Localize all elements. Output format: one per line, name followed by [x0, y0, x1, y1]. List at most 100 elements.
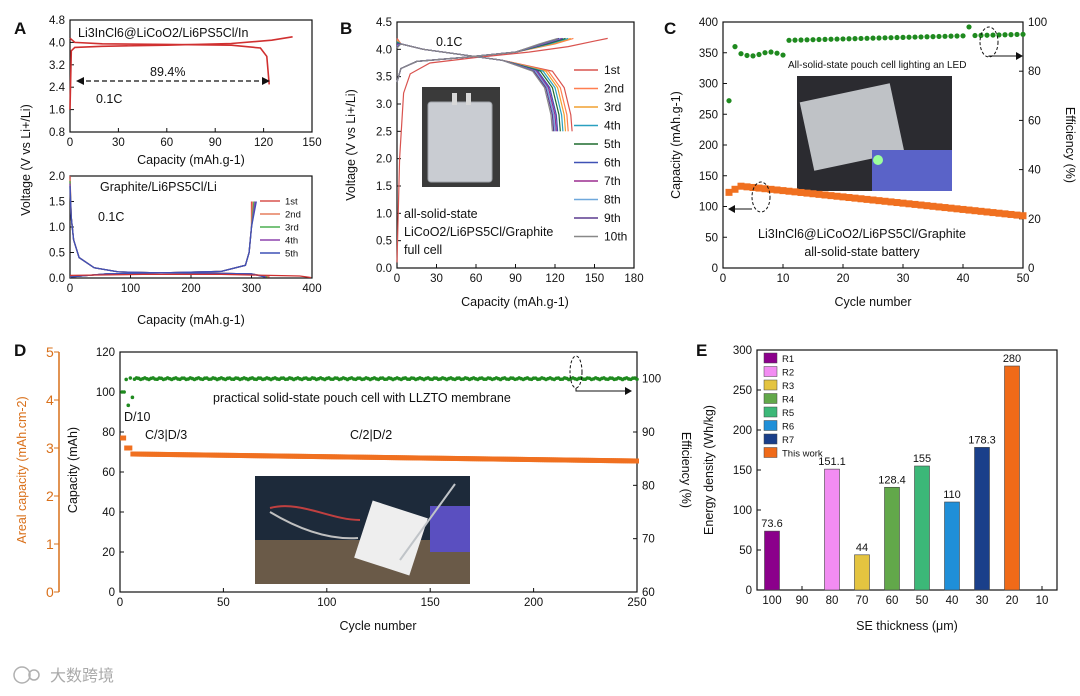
axis-ticks-a1: 0 30 60 90 120 150 0.8 1.6 2.4 3.2 4.0 4.8	[49, 15, 322, 149]
charge-curve-1st	[396, 37, 608, 263]
capacity-point	[737, 182, 745, 190]
capacity-point	[182, 452, 187, 458]
capacity-point	[304, 453, 309, 459]
capacity-point	[192, 452, 197, 458]
capacity-point	[256, 453, 261, 459]
y3-axis-label-d: Areal capacity (mAh.cm-2)	[15, 396, 29, 543]
glove	[430, 506, 470, 552]
legend-label: 4th	[604, 119, 621, 133]
x-tick-label: 200	[524, 597, 543, 609]
y-tick-label: 20	[102, 547, 115, 559]
capacity-point	[911, 200, 919, 208]
arrow-head-d-right	[625, 387, 632, 395]
capacity-point	[496, 456, 501, 462]
efficiency-point	[990, 32, 996, 38]
x-tick-label: 20	[837, 273, 850, 285]
capacity-point	[815, 190, 823, 198]
panel-d: D 0 50 100 150 200 25002040608010012060708090…	[14, 341, 693, 633]
capacity-point	[917, 201, 925, 209]
capacity-point	[833, 192, 841, 200]
y-axis-label-a: Voltage (V vs Li+/Li)	[19, 104, 33, 216]
y2-tick-label: 20	[1028, 214, 1041, 226]
capacity-point	[523, 456, 528, 462]
panel-b: B 0 30 60 90 120 150 180 0.0 0.5 1.0 1.5 2.0 2.5 3.0 3…	[340, 17, 644, 309]
capacity-point	[575, 457, 580, 463]
capacity-point	[432, 455, 437, 461]
capacity-point	[246, 453, 251, 459]
capacity-point	[370, 454, 375, 460]
capacity-point	[630, 458, 635, 464]
bar-value-label: 155	[913, 453, 931, 465]
chart-title-d: practical solid-state pouch cell with LL…	[213, 391, 511, 405]
efficiency-point	[816, 36, 822, 43]
capacity-point	[403, 455, 408, 461]
x-tick-label: 120	[254, 137, 273, 149]
efficiency-point	[1014, 31, 1020, 38]
capacity-point	[863, 195, 871, 203]
capacity-point	[421, 455, 426, 461]
capacity-point	[428, 455, 433, 461]
panel-a-top: A 0 30 60 90 120 150 0.8 1.6 2.4 3.2 4.0 4.8 Li3InC…	[14, 15, 322, 216]
pouch-cell	[427, 101, 493, 183]
bar-r5	[914, 465, 930, 591]
y2-axis-label-d: Efficiency (%)	[679, 432, 693, 508]
x-tick-label: 30	[976, 595, 989, 607]
capacity-point	[128, 445, 133, 451]
efficiency-point	[978, 32, 984, 38]
capacity-point	[809, 190, 817, 198]
capacity-point	[803, 189, 811, 197]
capacity-point	[1019, 212, 1027, 220]
capacity-point	[457, 456, 462, 462]
capacity-point	[570, 457, 575, 463]
capacity-point	[791, 188, 799, 196]
capacity-point	[893, 199, 901, 207]
capacity-point	[537, 457, 542, 463]
y-tick-label: 3.2	[49, 60, 65, 72]
capacity-point	[827, 192, 835, 200]
panel-e: E 100 90 80 70 60 50 40 30 20 1005010015020025030…	[696, 341, 1058, 633]
y-tick-label: 0.0	[376, 263, 392, 275]
x-tick-label: 300	[242, 283, 261, 295]
legend-label: 3rd	[604, 100, 621, 114]
capacity-point	[599, 458, 604, 464]
panel-letter-b: B	[340, 19, 352, 38]
capacity-point	[548, 457, 553, 463]
x-axis-label-a2: Capacity (mAh.g-1)	[137, 313, 245, 327]
efficiency-point	[810, 37, 816, 43]
capacity-point	[851, 194, 859, 202]
watermark-text: 大数跨境	[50, 666, 114, 685]
capacity-point	[285, 453, 290, 459]
bar-value-label: 44	[856, 542, 868, 554]
legend-label: 4th	[285, 236, 298, 247]
x-tick-label: 80	[826, 595, 839, 607]
capacity-point	[755, 184, 763, 192]
y-tick-label: 150	[733, 465, 752, 477]
pouch-cell	[354, 500, 428, 576]
bar-value-label: 73.6	[761, 518, 782, 530]
capacity-point	[351, 454, 356, 460]
capacity-point	[556, 457, 561, 463]
capacity-point	[725, 188, 733, 196]
x-axis-label-d: Cycle number	[339, 619, 416, 633]
y-tick-label: 350	[699, 48, 718, 60]
capacity-point	[299, 453, 304, 459]
y-tick-label: 150	[699, 171, 718, 183]
x-tick-label: 200	[181, 283, 200, 295]
capacity-point	[473, 456, 478, 462]
efficiency-point	[822, 36, 828, 42]
capacity-point	[378, 454, 383, 460]
capacity-point	[252, 453, 257, 459]
efficiency-point	[786, 37, 792, 43]
efficiency-point	[1008, 32, 1014, 38]
capacity-point	[591, 457, 596, 463]
series-points-d	[120, 376, 639, 464]
capacity-point	[306, 453, 311, 459]
legend-label: R7	[782, 435, 794, 446]
capacity-point	[295, 453, 300, 459]
x-tick-label: 0	[117, 597, 123, 609]
panel-a-bottom: 0 100 200 300 400 0.0 0.5 1.0 1.5 2.0 Graphite/Li…	[49, 171, 322, 327]
efficiency-point	[1020, 31, 1026, 37]
efficiency-point	[1002, 32, 1008, 38]
efficiency-point	[948, 33, 954, 39]
capacity-point	[632, 458, 637, 464]
